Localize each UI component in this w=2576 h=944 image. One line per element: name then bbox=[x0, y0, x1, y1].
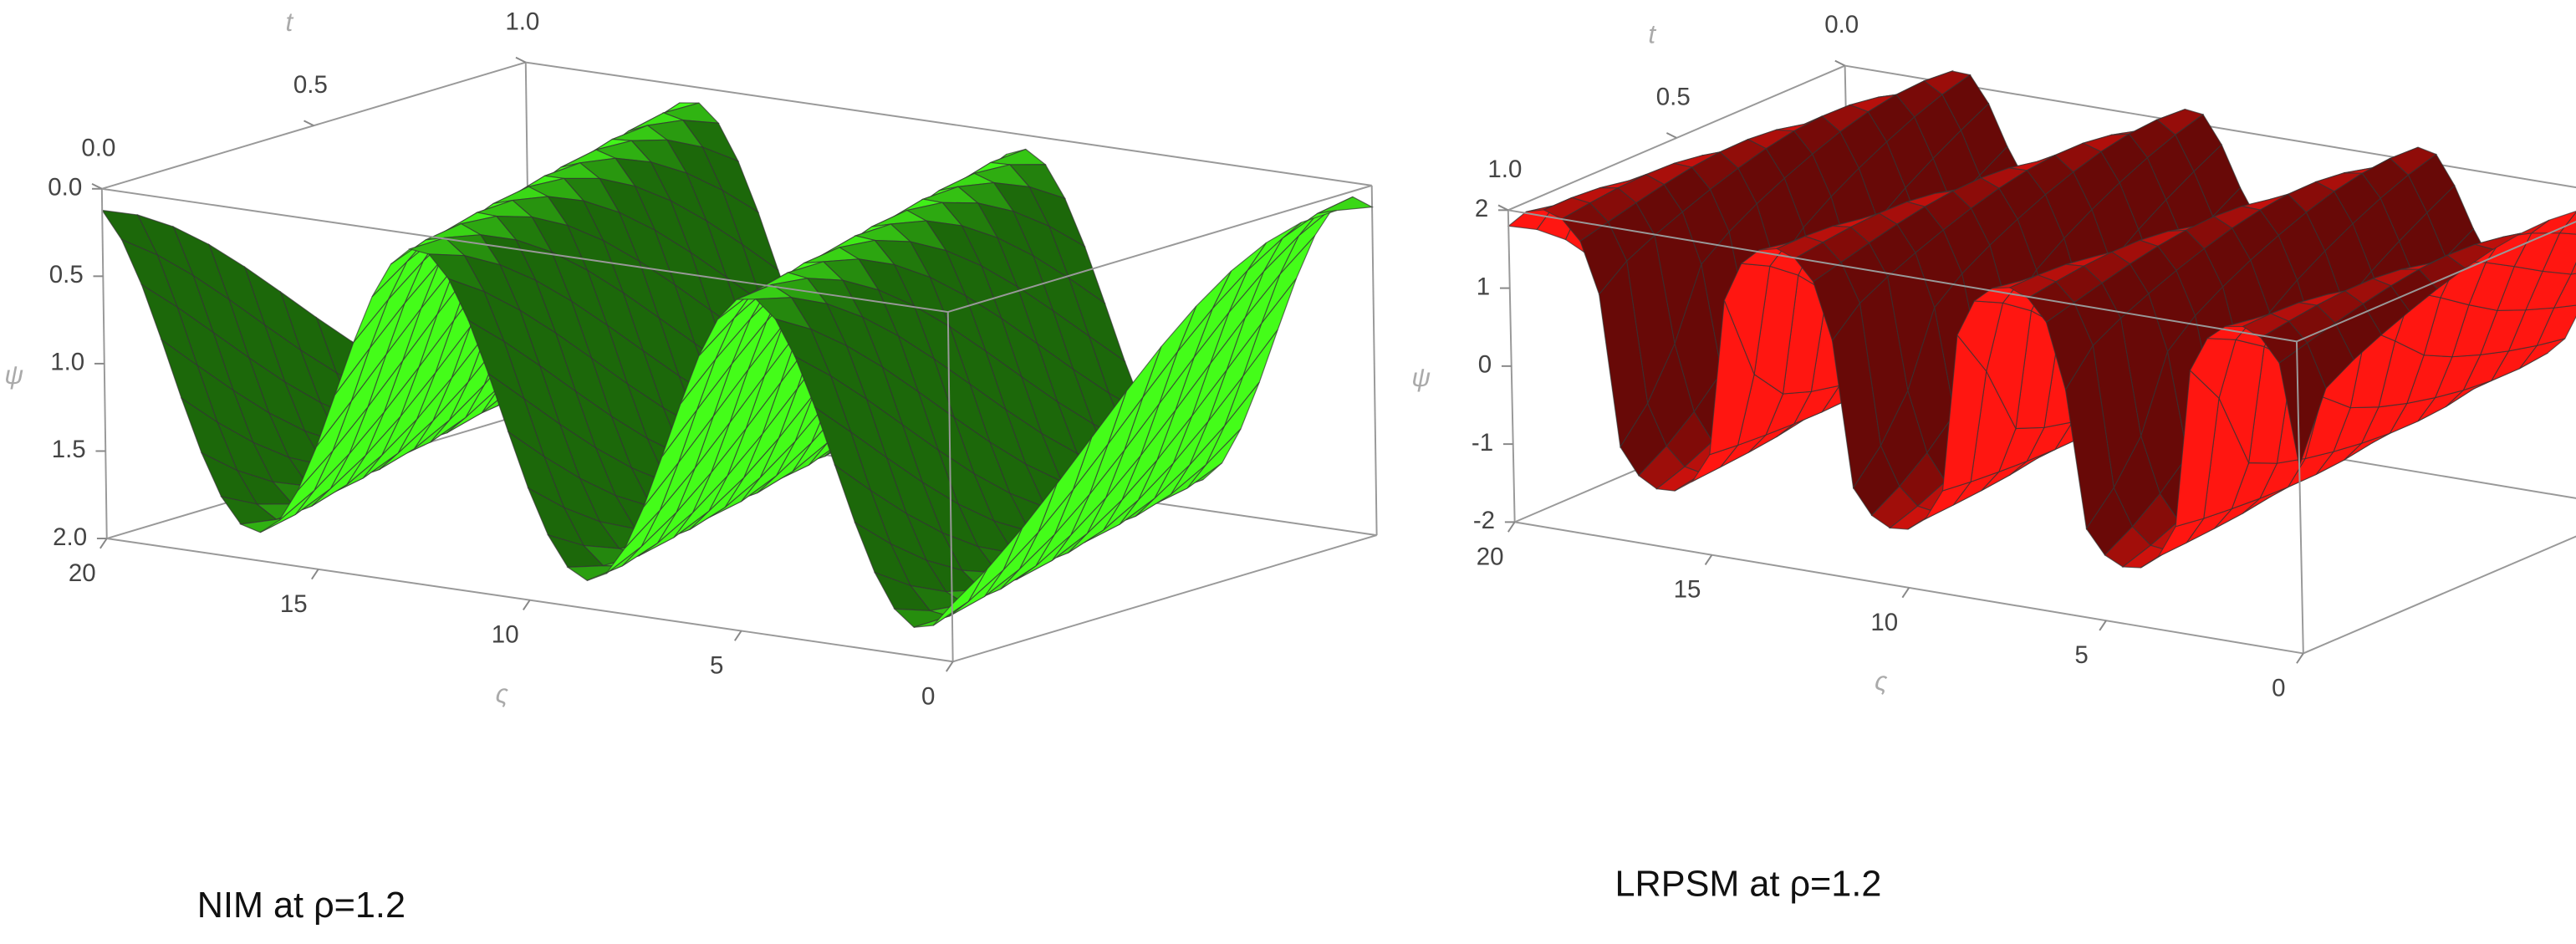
y-tick-label: 1.0 bbox=[1487, 156, 1522, 183]
box-edge bbox=[1370, 185, 1378, 536]
box-edge bbox=[2303, 535, 2576, 655]
x-tick bbox=[945, 661, 954, 672]
x-tick-label: 5 bbox=[2074, 641, 2088, 669]
z-tick-label: 2 bbox=[1475, 195, 1488, 222]
y-tick-label: 0.0 bbox=[81, 134, 115, 161]
box-edge bbox=[1507, 209, 2298, 343]
x-axis-title: ς bbox=[496, 679, 509, 708]
x-tick-label: 20 bbox=[1477, 543, 1504, 570]
x-axis-title: ς bbox=[1875, 666, 1888, 696]
z-tick-label: -1 bbox=[1472, 429, 1493, 457]
box-edge bbox=[947, 184, 1372, 314]
y-tick bbox=[1834, 59, 1846, 67]
x-tick bbox=[2099, 620, 2107, 631]
x-tick bbox=[1704, 554, 1713, 565]
x-tick bbox=[523, 600, 531, 610]
x-tick-label: 20 bbox=[69, 559, 96, 587]
box-edge bbox=[952, 534, 1377, 663]
x-tick-label: 15 bbox=[1674, 576, 1701, 604]
y-tick-label: 0.5 bbox=[1656, 84, 1691, 111]
x-tick bbox=[1507, 521, 1516, 533]
z-tick-label: 0.0 bbox=[48, 174, 82, 202]
y-axis-title: t bbox=[1648, 20, 1656, 49]
z-axis-title: ψ bbox=[4, 360, 23, 390]
box-edge bbox=[525, 61, 1372, 186]
box-edge bbox=[101, 187, 948, 314]
surface-patch bbox=[2278, 342, 2327, 468]
y-tick-label: 0.5 bbox=[293, 71, 328, 99]
z-tick-label: 1 bbox=[1477, 273, 1490, 300]
z-tick-label: 0 bbox=[1478, 351, 1492, 379]
box-edge bbox=[2295, 341, 2304, 654]
x-tick bbox=[311, 569, 319, 580]
y-tick bbox=[1665, 132, 1677, 139]
caption: NIM at ρ=1.2 bbox=[197, 885, 406, 926]
x-tick bbox=[733, 630, 742, 641]
x-tick-label: 0 bbox=[2272, 674, 2285, 702]
x-tick bbox=[2296, 652, 2304, 664]
z-tick-label: 0.5 bbox=[49, 261, 84, 288]
y-axis-title: t bbox=[285, 8, 293, 37]
z-axis-title: ψ bbox=[1411, 363, 1431, 392]
box-edge bbox=[2296, 221, 2576, 343]
z-tick-label: 1.0 bbox=[50, 349, 84, 376]
x-tick-label: 10 bbox=[492, 621, 519, 649]
y-tick-label: 1.0 bbox=[505, 8, 539, 35]
z-tick-label: 2.0 bbox=[53, 523, 87, 551]
x-tick-label: 15 bbox=[280, 590, 308, 618]
y-tick bbox=[515, 56, 527, 64]
caption: LRPSM at ρ=1.2 bbox=[1615, 865, 1882, 905]
z-tick-label: 1.5 bbox=[52, 436, 86, 463]
x-tick bbox=[1901, 587, 1910, 599]
surface-patch bbox=[932, 569, 988, 626]
y-tick-label: 0.0 bbox=[1824, 11, 1859, 38]
x-tick-label: 10 bbox=[1870, 609, 1898, 636]
z-tick-label: -2 bbox=[1473, 507, 1495, 534]
x-tick-label: 5 bbox=[710, 651, 723, 679]
y-tick bbox=[304, 120, 314, 127]
x-tick-label: 0 bbox=[921, 682, 935, 710]
x-tick bbox=[99, 538, 108, 549]
box-edge bbox=[946, 312, 954, 662]
